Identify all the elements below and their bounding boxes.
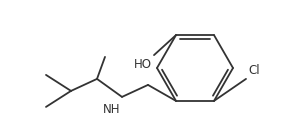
Text: NH: NH — [102, 103, 120, 116]
Text: Cl: Cl — [248, 64, 260, 77]
Text: HO: HO — [134, 58, 152, 71]
